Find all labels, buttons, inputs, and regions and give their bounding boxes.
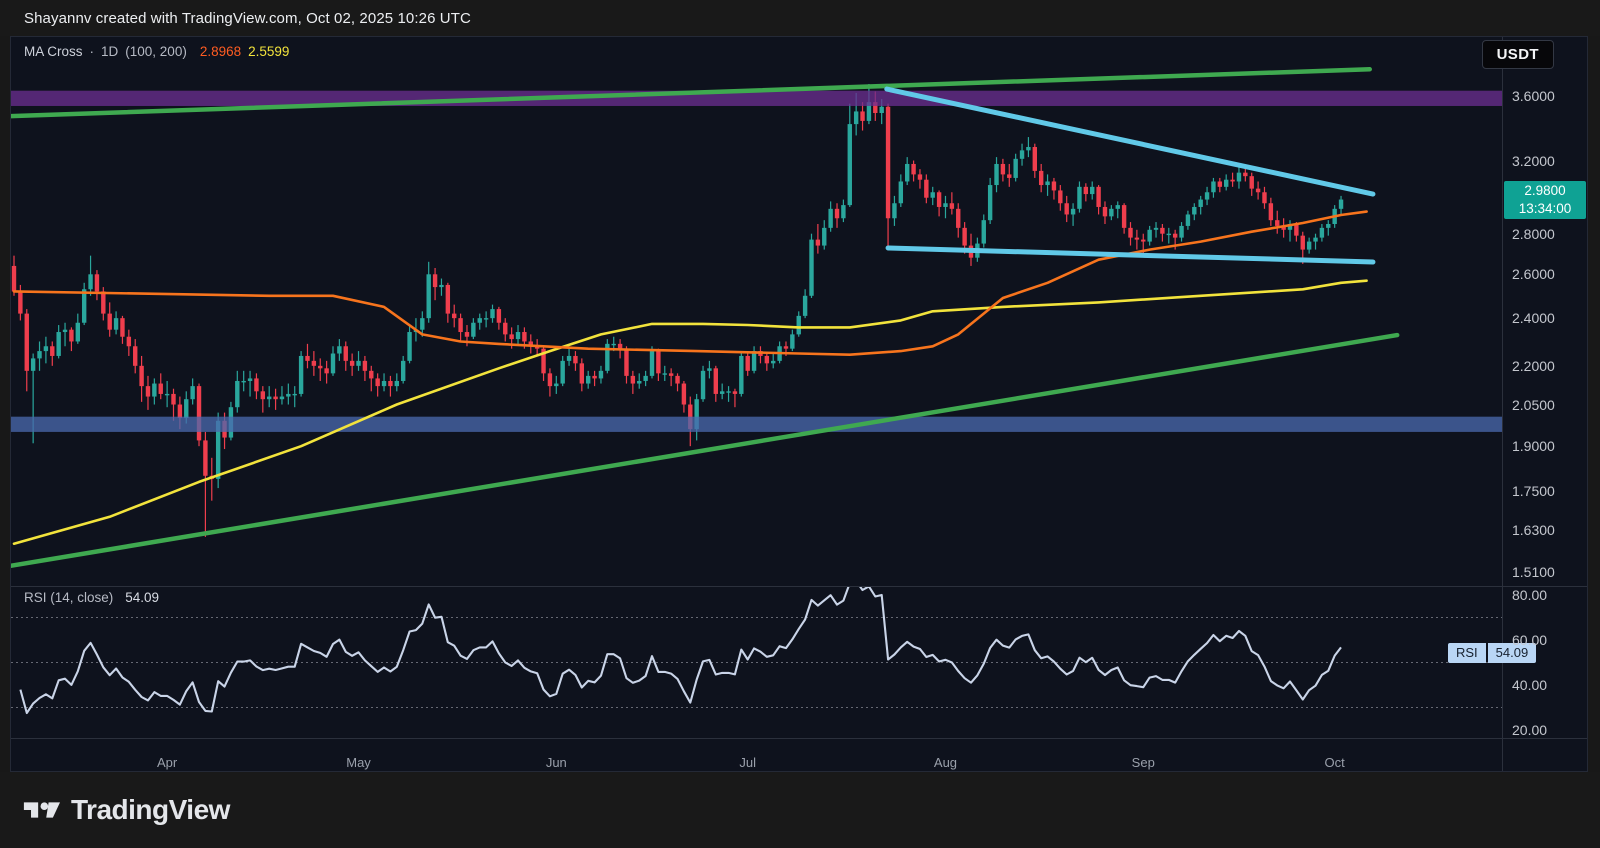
rsi-axis-label: 80.00 (1512, 587, 1548, 603)
price-axis-label: 2.8000 (1512, 225, 1555, 242)
ma100-value: 2.8968 (199, 44, 242, 59)
triangle-upper-line (884, 86, 1376, 197)
rsi-badge-label: RSI (1448, 643, 1486, 664)
rsi-axis-label: 60.00 (1512, 632, 1548, 648)
legend-separator: · (89, 44, 95, 59)
price-axis-label: 1.6300 (1512, 522, 1555, 539)
attribution-bar: Shayannv created with TradingView.com, O… (0, 0, 1600, 36)
rsi-legend-value: 54.09 (125, 590, 160, 605)
price-axis-label: 1.5100 (1512, 564, 1555, 581)
rsi-line (19, 587, 1342, 715)
ma200-value: 2.5599 (248, 44, 290, 59)
tradingview-logo-icon[interactable] (22, 795, 60, 825)
main-pane[interactable] (11, 67, 1502, 569)
symbol-badge[interactable]: USDT (1481, 40, 1554, 69)
month-label-jun: Jun (545, 755, 567, 770)
month-label-apr: Apr (156, 755, 178, 770)
chart-card: MA Cross · 1D (100, 200) 2.8968 2.5599 U… (10, 36, 1588, 772)
rsi-value-badge: RSI 54.09 (1448, 643, 1537, 664)
bar-countdown: 13:34:00 (1518, 200, 1572, 216)
price-axis-label: 1.9000 (1512, 438, 1555, 455)
last-price: 2.9800 (1524, 182, 1566, 198)
month-label-sep: Sep (1131, 755, 1155, 770)
rsi-axis-label: 40.00 (1512, 677, 1548, 693)
month-label-aug: Aug (933, 755, 958, 770)
resistance-zone (11, 90, 1502, 106)
indicator-interval: 1D (101, 44, 119, 59)
rsi-legend-title: RSI (14, close) (24, 590, 114, 605)
indicator-params: (100, 200) (125, 44, 187, 59)
month-label-may: May (346, 755, 371, 770)
price-axis-label: 3.6000 (1512, 88, 1555, 104)
rsi-pane[interactable] (11, 581, 1502, 715)
rsi-legend[interactable]: RSI (14, close) 54.09 (24, 590, 159, 605)
price-axis-label: 2.6000 (1512, 266, 1555, 283)
indicator-name: MA Cross (24, 44, 83, 59)
price-axis-label: 1.7500 (1512, 483, 1555, 500)
price-axis-label: 2.2000 (1512, 357, 1555, 374)
brand-name[interactable]: TradingView (71, 794, 230, 825)
triangle-lower-line (885, 245, 1376, 265)
price-axis-label: 2.4000 (1512, 310, 1555, 327)
rising-support-line (11, 332, 1400, 569)
last-price-badge: 2.9800 13:34:00 (1504, 180, 1586, 219)
support-zone (11, 416, 1502, 432)
rsi-axis-label: 20.00 (1512, 722, 1548, 738)
month-label-oct: Oct (1324, 755, 1345, 770)
price-axis-label: 3.2000 (1512, 152, 1555, 169)
indicator-legend[interactable]: MA Cross · 1D (100, 200) 2.8968 2.5599 (24, 44, 289, 59)
price-axis-label: 2.0500 (1512, 396, 1555, 413)
rsi-badge-value: 54.09 (1487, 643, 1537, 664)
footer: TradingView (0, 772, 1600, 848)
rising-resistance-line (11, 67, 1372, 119)
chart-canvas[interactable] (11, 37, 1587, 771)
month-label-jul: Jul (739, 755, 756, 770)
attribution-text: Shayannv created with TradingView.com, O… (24, 9, 471, 27)
